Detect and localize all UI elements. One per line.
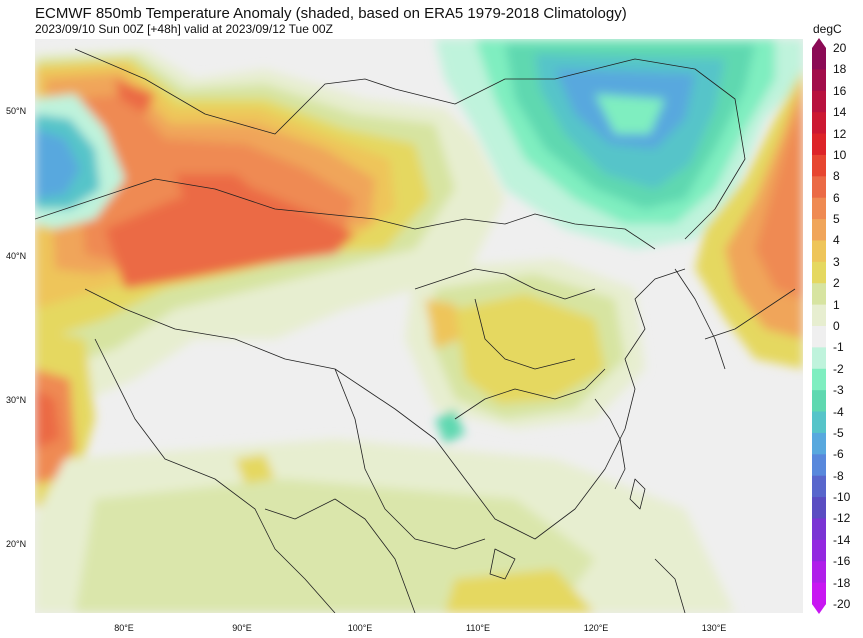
colorbar-cell [812,475,826,498]
lon-label-80e: 80°E [114,623,134,633]
colorbar-tick-label: -4 [833,404,844,419]
colorbar-cell [812,197,826,220]
colorbar-top-arrow [812,38,826,48]
lat-label-30n: 30°N [6,395,27,405]
colorbar-tick-label: 6 [833,190,840,205]
colorbar-tick-label: -10 [833,490,851,505]
colorbar-cell [812,390,826,413]
colorbar-tick-label: -3 [833,383,844,398]
colorbar-cell [812,326,826,348]
colorbar-cell [812,411,826,434]
map-subtitle: 2023/09/10 Sun 00Z [+48h] valid at 2023/… [35,22,333,36]
colorbar-tick-label: 14 [833,105,847,120]
lon-label-130e: 130°E [701,623,727,633]
colorbar-unit: degC [813,22,842,36]
colorbar-tick-label: -8 [833,468,844,483]
colorbar-tick-label: -5 [833,425,844,440]
lon-label-110e: 110°E [466,623,490,633]
lon-label-120e: 120°E [583,623,609,633]
colorbar-cell [812,561,826,584]
colorbar-tick-label: 1 [833,297,840,312]
colorbar-tick-label: 2 [833,276,840,291]
colorbar-tick-label: 3 [833,254,840,269]
colorbar-cell [812,176,826,199]
colorbar-cell [812,240,826,263]
colorbar-bottom-arrow [812,604,826,614]
colorbar-tick-label: 20 [833,41,847,55]
colorbar-tick-label: 5 [833,212,840,227]
colorbar-tick-label: 10 [833,147,847,162]
colorbar-cell [812,219,826,241]
colorbar-cell [812,90,826,113]
colorbar-tick-label: 12 [833,126,847,141]
colorbar [812,38,826,614]
lat-label-40n: 40°N [6,251,27,261]
colorbar-cell [812,432,826,455]
colorbar-tick-label: 16 [833,83,847,98]
lon-label-100e: 100°E [347,623,373,633]
colorbar-cell [812,69,826,92]
colorbar-tick-label: 8 [833,169,840,184]
colorbar-tick-label: -16 [833,554,851,569]
colorbar-cell [812,112,826,135]
colorbar-tick-label: -12 [833,511,851,526]
colorbar-tick-label: 18 [833,62,847,77]
colorbar-cell [812,518,826,541]
colorbar-cell [812,283,826,306]
colorbar-cell [812,347,826,370]
colorbar-tick-label: -20 [833,597,851,611]
colorbar-cell [812,582,826,605]
colorbar-cell [812,539,826,562]
colorbar-tick-label: -18 [833,575,851,590]
anomaly-map [35,39,803,613]
lat-label-20n: 20°N [6,539,27,549]
colorbar-tick-label: -2 [833,361,844,376]
colorbar-cell [812,497,826,519]
anomaly-field [35,39,803,613]
colorbar-cell [812,133,826,156]
colorbar-ticks: 20 18 16 14 12 10 8 6 5 4 3 2 1 0 -1 -2 -3 -4 -5 -6 -8 -10 -12… [833,0,863,638]
colorbar-cell [812,454,826,477]
colorbar-cell [812,304,826,327]
colorbar-cell [812,261,826,284]
lat-label-50n: 50°N [6,106,27,116]
colorbar-cell [812,368,826,391]
map-title: ECMWF 850mb Temperature Anomaly (shaded,… [35,5,627,22]
colorbar-tick-label: -1 [833,340,844,355]
colorbar-tick-label: 4 [833,233,840,248]
lon-label-90e: 90°E [232,623,252,633]
colorbar-cell [812,154,826,177]
colorbar-tick-label: -14 [833,532,851,547]
colorbar-tick-label: 0 [833,319,840,333]
colorbar-tick-label: -6 [833,447,844,462]
colorbar-cell [812,48,826,70]
